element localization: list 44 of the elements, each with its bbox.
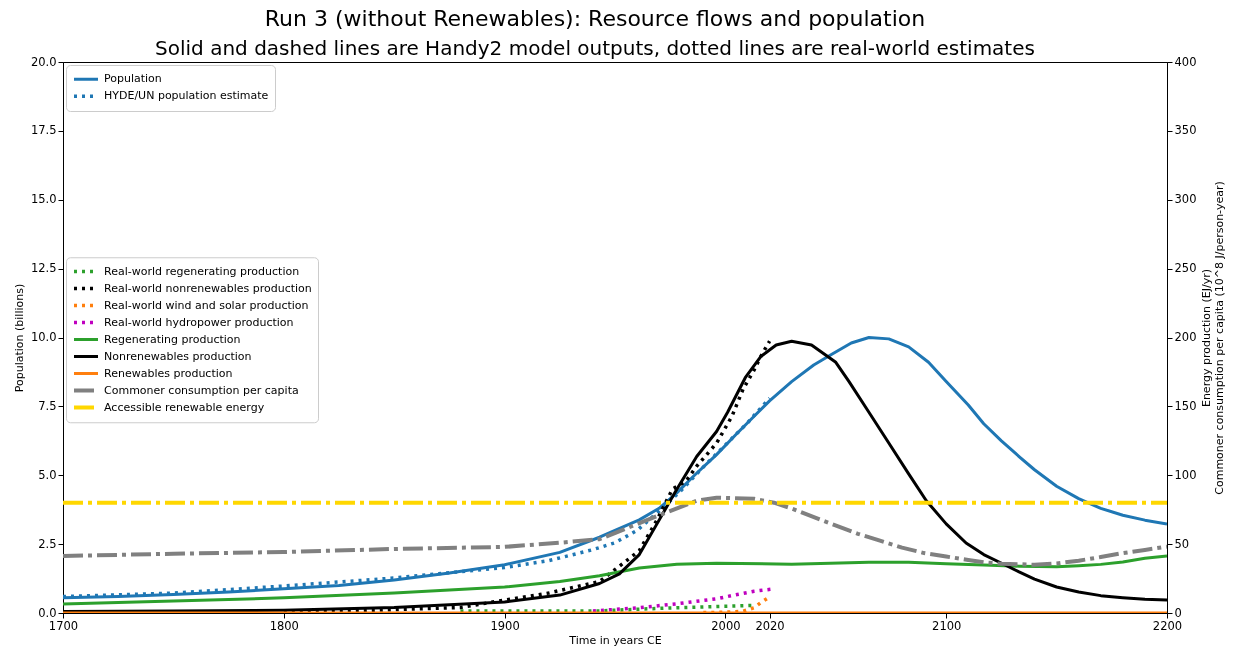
y-axis-title: Population (billions) (12, 283, 26, 393)
chart-title: Run 3 (without Renewables): Resource flows and population (264, 5, 926, 31)
legend-label: Commoner consumption per capita (104, 383, 299, 397)
x-tick-label: 2100 (932, 618, 962, 633)
y2-tick-label: 50 (1174, 536, 1190, 551)
y-tick-label: 17.5 (30, 123, 57, 138)
legend-label: Regenerating production (104, 332, 241, 346)
y-tick-label: 10.0 (30, 330, 57, 344)
x-tick-label: 2020 (755, 618, 785, 633)
legend-label: Real-world hydropower production (104, 315, 294, 329)
y-tick-label: 20.0 (30, 54, 57, 69)
x-tick-label: 2200 (1152, 618, 1183, 633)
legend-label: Renewables production (104, 366, 233, 380)
y2-tick-label: 350 (1174, 123, 1197, 138)
legend-label: Real-world nonrenewables production (104, 281, 312, 295)
y2-tick-label: 300 (1174, 192, 1197, 207)
x-tick-label: 2000 (711, 618, 741, 633)
y2-tick-label: 150 (1174, 398, 1197, 413)
y-tick-label: 2.5 (38, 536, 57, 551)
y-tick-label: 5.0 (38, 467, 57, 482)
y2-tick-label: 0 (1174, 605, 1182, 620)
y2-tick-label: 400 (1174, 54, 1197, 69)
y-tick-label: 12.5 (30, 261, 57, 276)
y2-tick-label: 100 (1174, 467, 1197, 482)
y-tick-label: 0.0 (38, 605, 57, 620)
y2-tick-label: 200 (1174, 330, 1197, 344)
line-series (591, 587, 774, 613)
legend-label: Population (104, 72, 162, 86)
x-tick-label: 1800 (269, 618, 299, 633)
legend-label: HYDE/UN population estimate (104, 89, 269, 103)
line-series (63, 495, 1167, 567)
x-axis-title: Time in years CE (568, 634, 662, 647)
x-tick-label: 1700 (48, 618, 79, 633)
x-tick-label: 1900 (490, 618, 520, 633)
chart-subtitle: Solid and dashed lines are Handy2 model outputs, dotted lines are real-world estimates (155, 36, 1035, 60)
y2-axis-title: Energy production (EJ/yr) Commoner consumption per capita (10^8 J/person-year) (1200, 181, 1227, 495)
legend-label: Nonrenewables production (104, 349, 252, 363)
line-series (63, 554, 1167, 606)
legend-label: Accessible renewable energy (104, 400, 265, 414)
legend-label: Real-world wind and solar production (104, 298, 309, 312)
y2-tick-label: 250 (1174, 261, 1197, 276)
y-tick-label: 15.0 (30, 192, 57, 207)
legend-label: Real-world regenerating production (104, 264, 300, 278)
y-tick-label: 7.5 (38, 398, 57, 413)
